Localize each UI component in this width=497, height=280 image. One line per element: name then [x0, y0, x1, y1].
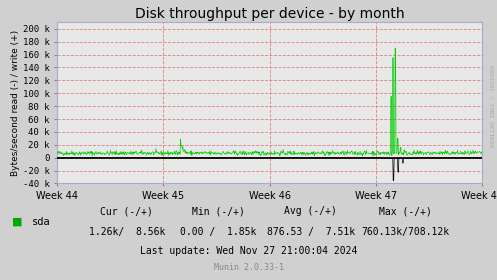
Text: 876.53 /  7.51k: 876.53 / 7.51k — [266, 227, 355, 237]
Text: Max (-/+): Max (-/+) — [379, 206, 431, 216]
Text: Avg (-/+): Avg (-/+) — [284, 206, 337, 216]
Text: 760.13k/708.12k: 760.13k/708.12k — [361, 227, 449, 237]
Text: sda: sda — [32, 217, 51, 227]
Y-axis label: Bytes/second read (-) / write (+): Bytes/second read (-) / write (+) — [11, 30, 20, 176]
Text: 0.00 /  1.85k: 0.00 / 1.85k — [180, 227, 257, 237]
Text: RRDTOOL / TOBI OETIKER: RRDTOOL / TOBI OETIKER — [489, 65, 494, 148]
Text: 1.26k/  8.56k: 1.26k/ 8.56k — [88, 227, 165, 237]
Text: Last update: Wed Nov 27 21:00:04 2024: Last update: Wed Nov 27 21:00:04 2024 — [140, 246, 357, 256]
Text: ■: ■ — [12, 217, 23, 227]
Text: Cur (-/+): Cur (-/+) — [100, 206, 153, 216]
Text: Min (-/+): Min (-/+) — [192, 206, 245, 216]
Text: Munin 2.0.33-1: Munin 2.0.33-1 — [214, 263, 283, 272]
Title: Disk throughput per device - by month: Disk throughput per device - by month — [135, 7, 405, 21]
